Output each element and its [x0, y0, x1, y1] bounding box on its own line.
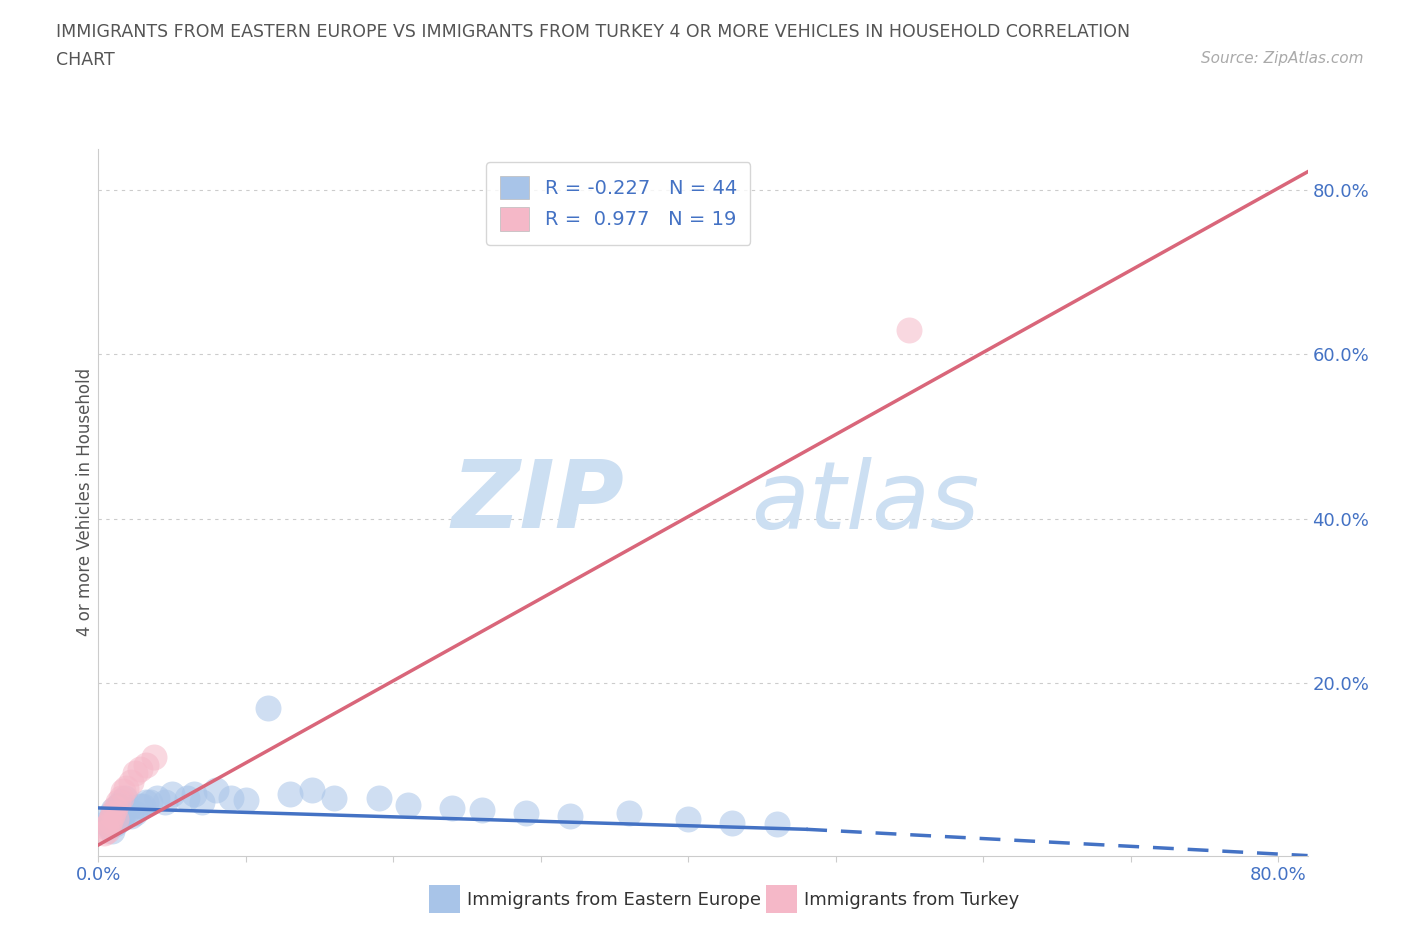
Point [105, 811, 128, 826]
Point [110, 790, 132, 805]
Point [515, 805, 537, 820]
Point [110, 795, 132, 810]
Point [98, 807, 121, 822]
Point [146, 790, 169, 805]
Point [97, 817, 120, 831]
Point [107, 799, 129, 814]
Point [128, 762, 150, 777]
Y-axis label: 4 or more Vehicles in Household: 4 or more Vehicles in Household [76, 368, 94, 636]
Point [101, 803, 124, 817]
Text: atlas: atlas [751, 457, 980, 548]
Point [97, 819, 120, 834]
Point [190, 795, 212, 810]
Point [367, 790, 389, 805]
Point [678, 811, 700, 826]
Point [765, 817, 787, 831]
Point [153, 795, 176, 810]
Point [112, 807, 135, 822]
Point [114, 790, 136, 805]
Point [107, 795, 129, 810]
Point [471, 803, 494, 817]
Text: Immigrants from Eastern Europe: Immigrants from Eastern Europe [467, 891, 761, 910]
Text: CHART: CHART [56, 51, 115, 69]
Point [104, 817, 127, 831]
Point [898, 322, 921, 337]
Point [128, 799, 150, 814]
Point [135, 758, 157, 773]
Point [560, 809, 582, 824]
Point [98, 814, 121, 829]
Point [278, 787, 301, 802]
Point [619, 805, 641, 820]
Point [94, 816, 117, 830]
Point [235, 792, 257, 807]
Point [112, 784, 135, 799]
Legend: R = -0.227   N = 44, R =  0.977   N = 19: R = -0.227 N = 44, R = 0.977 N = 19 [486, 162, 751, 245]
Point [396, 797, 419, 812]
Point [139, 795, 162, 810]
Point [135, 795, 157, 810]
Point [110, 811, 132, 826]
Text: IMMIGRANTS FROM EASTERN EUROPE VS IMMIGRANTS FROM TURKEY 4 OR MORE VEHICLES IN H: IMMIGRANTS FROM EASTERN EUROPE VS IMMIGR… [56, 23, 1130, 41]
Point [301, 782, 323, 797]
Point [124, 805, 146, 820]
Point [183, 787, 205, 802]
Point [100, 823, 122, 838]
Text: Source: ZipAtlas.com: Source: ZipAtlas.com [1201, 51, 1364, 66]
Point [176, 790, 198, 805]
Point [143, 750, 166, 764]
Point [120, 809, 142, 824]
Text: ZIP: ZIP [451, 457, 624, 548]
Point [101, 811, 124, 826]
Point [120, 774, 142, 789]
Point [117, 803, 139, 817]
Point [100, 809, 122, 824]
Point [93, 825, 115, 840]
Point [131, 799, 153, 814]
Point [105, 809, 128, 824]
Point [160, 787, 183, 802]
Point [721, 816, 744, 830]
Point [101, 805, 124, 820]
Point [104, 801, 127, 816]
Point [323, 790, 346, 805]
Point [124, 766, 146, 781]
Point [441, 801, 464, 816]
Point [205, 782, 228, 797]
Point [107, 814, 129, 829]
Point [257, 700, 280, 715]
Point [219, 790, 242, 805]
Text: Immigrants from Turkey: Immigrants from Turkey [804, 891, 1019, 910]
Point [96, 823, 118, 838]
Point [94, 819, 117, 834]
Point [115, 781, 138, 796]
